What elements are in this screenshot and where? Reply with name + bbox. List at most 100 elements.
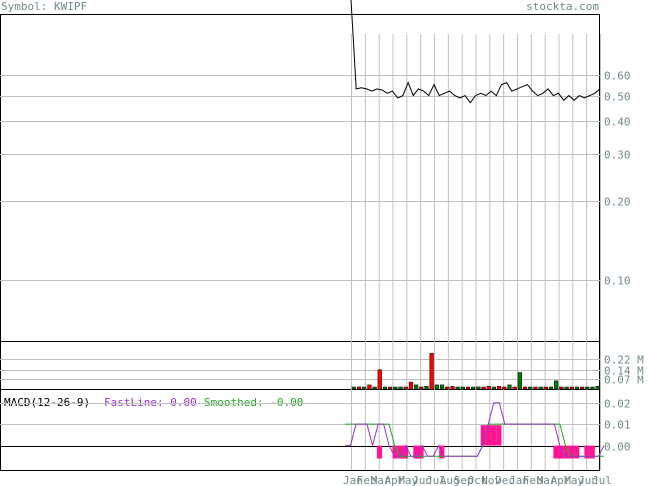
macd-histogram-bar xyxy=(485,425,492,446)
volume-bar xyxy=(445,386,450,390)
macd-tick-label: 0.02 xyxy=(604,398,631,411)
macd-histogram-bar xyxy=(491,425,497,446)
volume-bar xyxy=(543,386,548,390)
macd-histogram-bar xyxy=(553,445,559,459)
volume-bar xyxy=(595,386,600,390)
volume-bar xyxy=(356,386,362,390)
volume-bar xyxy=(476,386,481,390)
macd-tick-label: 0.01 xyxy=(604,419,631,432)
x-tick-label: Jul xyxy=(426,474,446,486)
x-tick-label: Oct xyxy=(468,474,488,486)
volume-bar xyxy=(554,380,559,390)
volume-bar xyxy=(590,386,595,390)
volume-bar xyxy=(507,384,512,390)
volume-bar xyxy=(538,386,543,390)
macd-histogram-bar xyxy=(376,445,383,459)
volume-bar xyxy=(393,386,398,390)
x-tick-label: Jun xyxy=(578,474,598,486)
volume-bar xyxy=(471,386,476,390)
volume-bar xyxy=(533,386,538,390)
macd-smoothed-label: Smoothed: -0.00 xyxy=(204,396,303,409)
x-tick-label: Feb xyxy=(357,474,377,486)
panel-frames xyxy=(0,14,600,471)
x-tick-label: Mar xyxy=(537,474,557,486)
x-tick-label: Nov xyxy=(481,474,501,486)
x-tick-label: Jan xyxy=(509,474,529,486)
macd-fast-line xyxy=(345,402,605,457)
volume-bar xyxy=(512,386,517,390)
volume-bar xyxy=(455,386,460,390)
macd-histogram-bar xyxy=(568,445,575,459)
macd-histogram-bar xyxy=(413,445,419,459)
price-tick-label: 0.40 xyxy=(604,116,631,129)
panel-frame-1 xyxy=(0,341,600,390)
volume-bar xyxy=(502,386,507,390)
macd-histogram-bar xyxy=(402,445,409,459)
vertical-grid xyxy=(351,34,601,470)
macd-panel: MACD(12-26-9) FastLine: 0.00 Smoothed: -… xyxy=(0,396,631,459)
volume-bar xyxy=(460,386,465,390)
macd-histogram-bar xyxy=(584,445,590,459)
price-line xyxy=(350,0,601,104)
x-tick-label: Jul xyxy=(592,474,612,486)
volume-bar xyxy=(465,386,471,390)
macd-histogram-bar xyxy=(589,445,595,459)
macd-histogram-bar xyxy=(563,445,569,459)
price-tick-label: 0.60 xyxy=(604,70,631,83)
macd-fastline-label: FastLine: 0.00 xyxy=(104,396,197,409)
macd-title: MACD(12-26-9) xyxy=(4,396,90,409)
volume-bar xyxy=(574,386,580,390)
volume-bar xyxy=(491,386,497,390)
volume-bar xyxy=(424,386,429,390)
x-tick-label: Apr xyxy=(385,474,405,486)
x-tick-label: Sep xyxy=(454,474,474,486)
x-tick-label: Mar xyxy=(371,474,391,486)
macd-histogram-bar xyxy=(558,445,564,459)
x-tick-label: Dec xyxy=(495,474,515,486)
x-tick-label: May xyxy=(398,474,418,486)
volume-bar xyxy=(548,386,554,390)
volume-bar xyxy=(559,386,564,390)
panel-frame-2 xyxy=(0,389,600,471)
x-axis: JanFebMarAprMayJunJulAugSepOctNovDecJanF… xyxy=(343,474,612,486)
x-tick-label: Jan xyxy=(343,474,363,486)
volume-bar xyxy=(408,381,414,390)
macd-histogram-bar xyxy=(392,445,398,459)
volume-bar xyxy=(429,353,434,390)
volume-bar xyxy=(580,386,585,390)
volume-bar xyxy=(439,384,445,390)
x-tick-label: May xyxy=(564,474,584,486)
volume-bar xyxy=(377,369,382,390)
volume-bar xyxy=(585,386,590,390)
price-panel: 0.60 0.50 0.40 0.30 0.20 0.10 xyxy=(0,0,631,288)
volume-bar xyxy=(403,386,408,390)
price-tick-label: 0.50 xyxy=(604,91,631,104)
macd-tick-label: 0.00 xyxy=(604,441,631,454)
volume-tick-label: 0.14 M xyxy=(604,365,644,378)
volume-bar xyxy=(351,386,356,390)
macd-histogram-bar xyxy=(574,445,580,459)
symbol-label: Symbol: KWIPF xyxy=(1,0,88,13)
volume-bar xyxy=(481,386,486,390)
volume-bar xyxy=(522,386,528,390)
volume-bar xyxy=(414,384,419,390)
x-tick-label: Aug xyxy=(440,474,460,486)
macd-histogram-bar xyxy=(496,425,502,446)
macd-histogram-bar xyxy=(418,445,424,459)
site-label[interactable]: stockta.com xyxy=(526,0,599,13)
macd-histogram-bar xyxy=(480,425,486,446)
volume-tick-label: 0.07 M xyxy=(604,374,644,387)
price-tick-label: 0.30 xyxy=(604,149,631,162)
volume-bar xyxy=(434,384,439,390)
x-tick-label: Jun xyxy=(412,474,432,486)
macd-histogram-bar xyxy=(397,445,403,459)
volume-panel: 0.22 M0.14 M0.07 M xyxy=(0,353,644,390)
volume-bar xyxy=(388,386,393,390)
volume-bar xyxy=(398,386,403,390)
price-tick-label: 0.10 xyxy=(604,275,631,288)
volume-bar xyxy=(528,386,533,390)
volume-bar xyxy=(517,372,522,390)
volume-bar xyxy=(497,386,502,390)
x-tick-label: Feb xyxy=(523,474,543,486)
